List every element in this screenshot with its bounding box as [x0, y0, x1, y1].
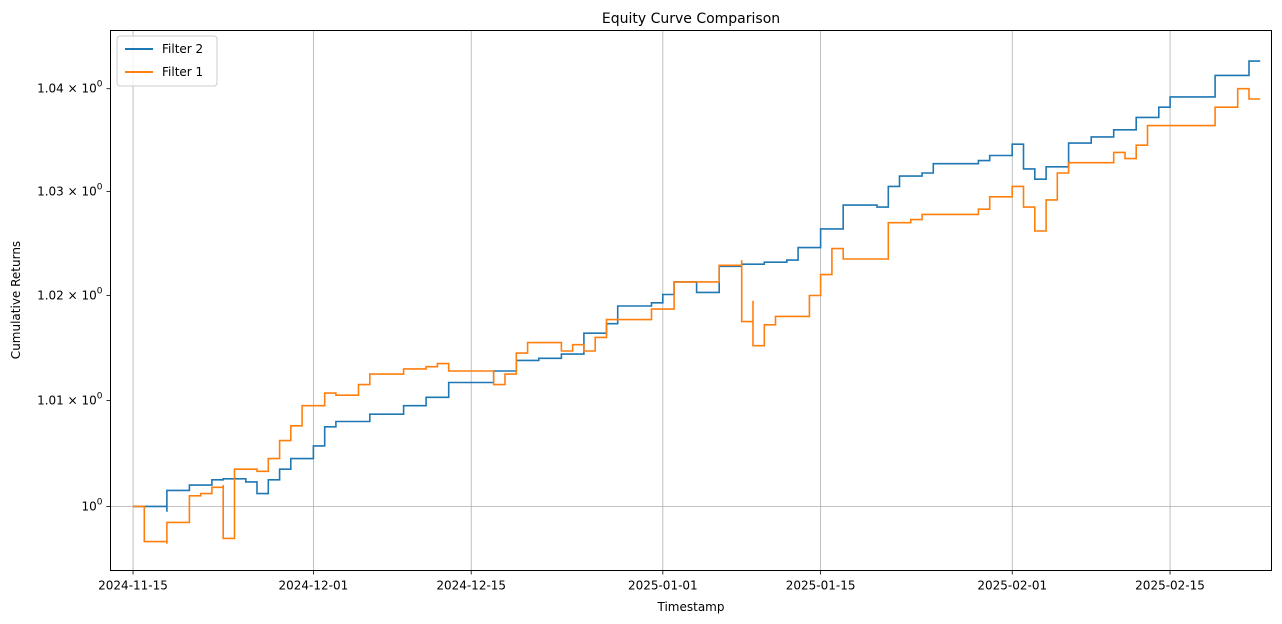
y-tick-label-exponent: 0	[97, 287, 103, 297]
x-tick-label: 2025-02-15	[1135, 579, 1205, 593]
y-tick-label-base: 1.01 × 10	[37, 393, 97, 407]
x-gridlines	[132, 30, 1171, 571]
x-axis-label: Timestamp	[657, 600, 725, 614]
y-axis-label: Cumulative Returns	[9, 241, 23, 359]
y-tick-label-base: 1.04 × 10	[37, 82, 97, 96]
x-tick-label: 2024-12-15	[436, 579, 506, 593]
y-tick-label: 1.01 × 100	[37, 391, 103, 407]
x-tick-label: 2025-01-15	[786, 579, 856, 593]
chart-title: Equity Curve Comparison	[602, 11, 780, 27]
y-tick-label: 1.02 × 100	[37, 287, 103, 303]
legend: Filter 2 Filter 1	[116, 35, 218, 87]
series-line-filter-2	[133, 60, 1261, 512]
y-tick-label-exponent: 0	[97, 497, 103, 507]
y-tick-label-base: 1.02 × 10	[37, 289, 97, 303]
x-tick-label: 2025-02-01	[977, 579, 1047, 593]
series-line-filter-1	[133, 87, 1261, 544]
plot-frame	[110, 30, 1272, 571]
x-tick-label: 2024-11-15	[98, 579, 168, 593]
y-tick-label-exponent: 0	[97, 80, 103, 90]
y-tick-label-exponent: 0	[97, 183, 103, 193]
y-tick-label-base: 10	[81, 499, 96, 513]
x-axis: 2024-11-15 2024-12-01 2024-12-15 2025-01-01…	[98, 570, 1205, 593]
y-tick-label: 100	[81, 497, 102, 513]
series-layer	[133, 60, 1261, 544]
y-tick-label-exponent: 0	[97, 391, 103, 401]
x-tick-label: 2025-01-01	[628, 579, 698, 593]
y-tick-label: 1.04 × 100	[37, 80, 103, 96]
legend-label-filter-2: Filter 2	[162, 42, 203, 56]
y-tick-label: 1.03 × 100	[37, 183, 103, 199]
x-tick-label: 2024-12-01	[279, 579, 349, 593]
y-tick-label-base: 1.03 × 10	[37, 185, 97, 199]
legend-label-filter-1: Filter 1	[162, 65, 203, 79]
